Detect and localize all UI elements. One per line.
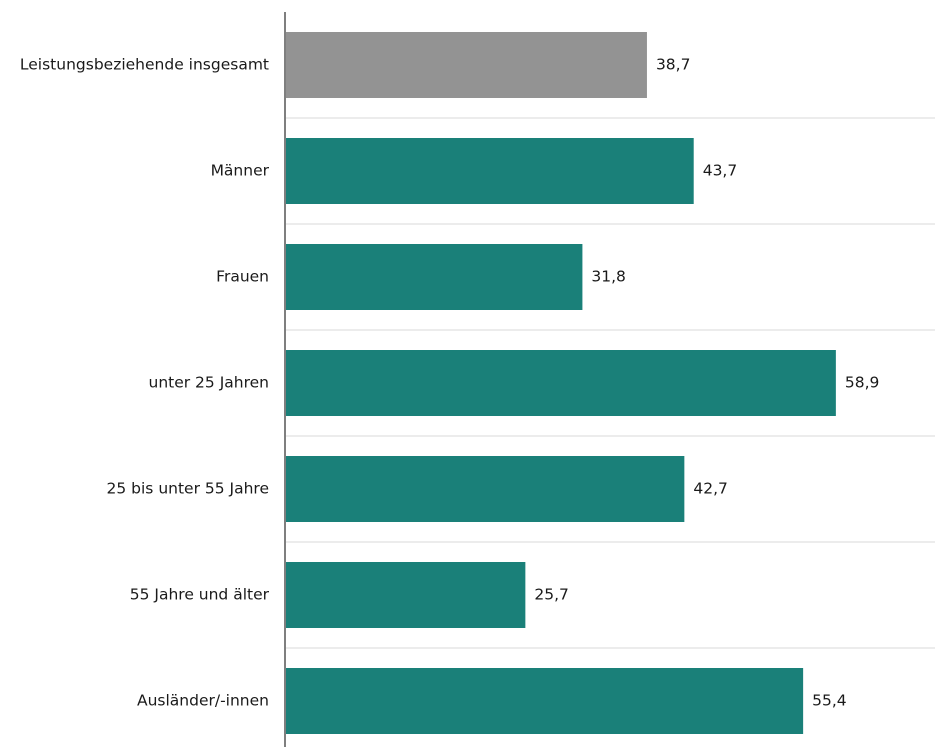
- value-label: 43,7: [703, 162, 738, 180]
- category-label: 25 bis unter 55 Jahre: [107, 480, 269, 498]
- value-labels: 38,7 43,7 31,8 58,9 42,7 25,7 55,4: [534, 56, 879, 710]
- bar-5: [285, 562, 526, 628]
- category-label: Frauen: [216, 268, 269, 286]
- category-label: Männer: [211, 162, 270, 180]
- category-label: Ausländer/-innen: [137, 692, 269, 710]
- category-labels: Leistungsbeziehende insgesamt Männer Fraue…: [20, 56, 270, 710]
- bar-1: [285, 138, 694, 204]
- bar-3: [285, 350, 836, 416]
- bars: [285, 32, 836, 734]
- value-label: 38,7: [656, 56, 691, 74]
- value-label: 25,7: [534, 586, 569, 604]
- bar-6: [285, 668, 804, 734]
- value-label: 55,4: [812, 692, 847, 710]
- category-label: 55 Jahre und älter: [130, 586, 270, 604]
- category-label: unter 25 Jahren: [149, 374, 270, 392]
- category-label: Leistungsbeziehende insgesamt: [20, 56, 269, 74]
- value-label: 42,7: [693, 480, 728, 498]
- bar-4: [285, 456, 685, 522]
- value-label: 58,9: [845, 374, 880, 392]
- bar-2: [285, 244, 583, 310]
- gridlines: [285, 117, 935, 649]
- bar-0: [285, 32, 647, 98]
- value-label: 31,8: [591, 268, 626, 286]
